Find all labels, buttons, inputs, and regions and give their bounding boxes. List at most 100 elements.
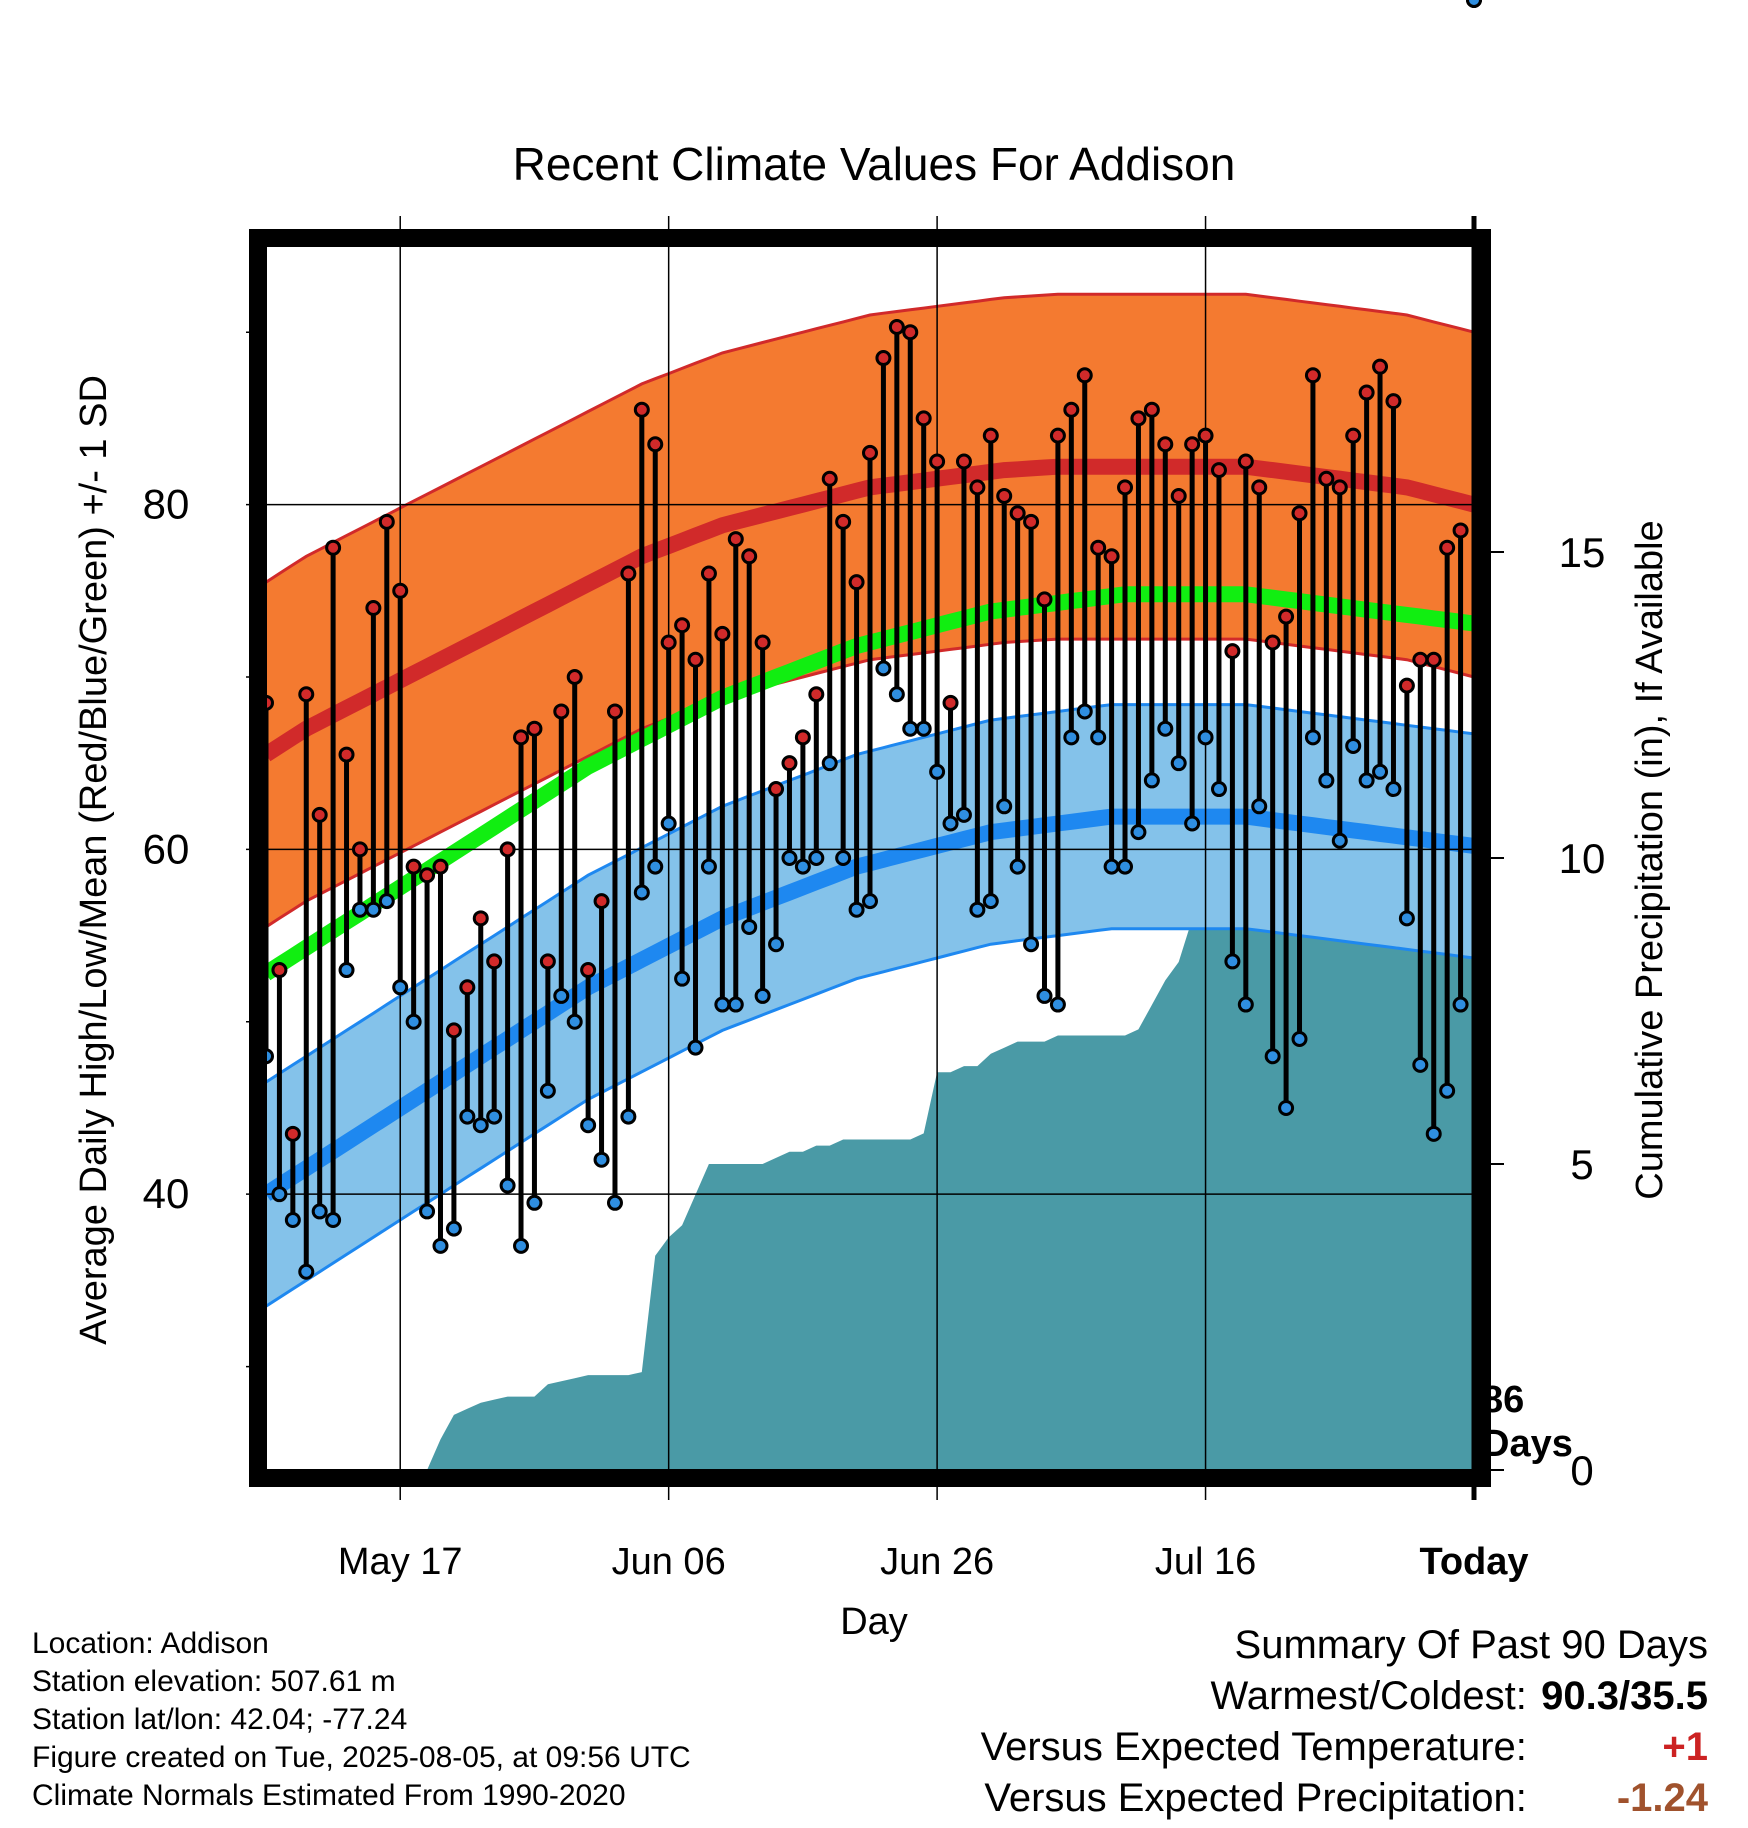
daily-high-point xyxy=(660,634,677,651)
latlon-text: Station lat/lon: 42.04; -77.24 xyxy=(32,1703,408,1736)
precip-area xyxy=(266,839,1474,1470)
daily-high-point xyxy=(1036,591,1053,608)
daily-low-point xyxy=(768,936,785,953)
daily-high-point xyxy=(982,427,999,444)
daily-high-point xyxy=(647,436,664,453)
daily-high-point xyxy=(781,755,798,772)
daily-low-point xyxy=(1304,729,1321,746)
daily-low-point xyxy=(660,815,677,832)
daily-low-point xyxy=(1103,858,1120,875)
daily-low-point xyxy=(1372,763,1389,780)
daily-low-point xyxy=(472,1117,489,1134)
daily-low-point xyxy=(674,970,691,987)
daily-high-point xyxy=(298,686,315,703)
daily-low-point xyxy=(727,996,744,1013)
daily-low-point xyxy=(445,1220,462,1237)
summary-temp-row: Versus Expected Temperature: +1 xyxy=(981,1722,1708,1773)
station-info: Location: Addison Station elevation: 507… xyxy=(32,1625,691,1815)
daily-low-point xyxy=(687,1039,704,1056)
daily-low-point xyxy=(700,858,717,875)
daily-high-point xyxy=(1063,401,1080,418)
daily-low-point xyxy=(996,798,1013,815)
temp-value: +1 xyxy=(1662,1725,1708,1769)
daily-high-point xyxy=(325,539,342,556)
daily-low-point xyxy=(1210,781,1227,798)
daily-low-point xyxy=(835,850,852,866)
daily-high-point xyxy=(1090,539,1107,556)
daily-high-point xyxy=(1345,427,1362,444)
daily-high-point xyxy=(405,858,422,875)
daily-high-point xyxy=(365,600,382,617)
daily-high-point xyxy=(862,444,878,461)
daily-low-point xyxy=(1184,815,1201,832)
y-tick-label: 60 xyxy=(143,825,190,872)
y2-axis-label: Cumulative Precipitation (in), If Availa… xyxy=(1629,520,1671,1199)
daily-high-point xyxy=(1210,462,1227,479)
daily-high-point xyxy=(915,410,932,427)
y-tick-label: 80 xyxy=(143,481,190,528)
daily-low-point xyxy=(539,1082,556,1099)
daily-low-point xyxy=(821,755,838,772)
location-text: Location: Addison xyxy=(32,1627,269,1660)
daily-low-point xyxy=(593,1151,610,1168)
daily-high-point xyxy=(593,893,610,910)
precip-label: Versus Expected Precipitation: xyxy=(984,1776,1527,1820)
daily-high-point xyxy=(902,324,919,341)
daily-low-point xyxy=(459,1108,476,1125)
daily-high-point xyxy=(1291,505,1308,522)
summary-title: Summary Of Past 90 Days xyxy=(1234,1623,1708,1667)
daily-low-point xyxy=(1264,1048,1281,1065)
daily-high-point xyxy=(1425,651,1442,668)
daily-low-point xyxy=(1251,798,1268,815)
daily-high-point xyxy=(714,625,731,642)
daily-low-point xyxy=(1318,772,1335,789)
daily-high-point xyxy=(808,686,825,703)
daily-low-point xyxy=(351,901,368,918)
daily-low-point xyxy=(338,962,355,979)
today-days-count: 86 xyxy=(1482,1379,1524,1421)
daily-low-point xyxy=(1036,987,1053,1004)
daily-low-point xyxy=(1452,996,1469,1013)
daily-low-point xyxy=(888,686,905,703)
daily-high-point xyxy=(1117,479,1134,496)
daily-high-point xyxy=(888,319,905,336)
daily-low-point xyxy=(419,1203,436,1220)
daily-high-point xyxy=(311,806,328,823)
daily-low-point xyxy=(848,901,865,918)
daily-low-point xyxy=(1076,703,1093,720)
x-tick-label: Today xyxy=(1419,1541,1528,1583)
daily-high-point xyxy=(1398,677,1415,694)
summary-warmest-row: Warmest/Coldest: 90.3/35.5 xyxy=(981,1671,1709,1722)
y2-tick-label: 0 xyxy=(1570,1447,1593,1494)
daily-high-point xyxy=(392,582,409,599)
daily-low-point xyxy=(1237,996,1254,1013)
daily-high-point xyxy=(727,531,744,548)
daily-high-point xyxy=(1318,470,1335,487)
daily-high-point xyxy=(955,453,972,470)
daily-high-point xyxy=(848,574,865,591)
x-tick-label: Jun 26 xyxy=(880,1541,994,1583)
daily-high-point xyxy=(499,841,516,858)
daily-high-point xyxy=(929,453,946,470)
daily-low-point xyxy=(794,858,811,875)
daily-high-point xyxy=(472,910,489,927)
daily-high-point xyxy=(1076,367,1093,384)
daily-high-point xyxy=(1103,548,1120,565)
daily-high-point xyxy=(741,548,758,565)
daily-high-point xyxy=(513,729,530,746)
daily-low-point xyxy=(1063,729,1080,746)
daily-high-point xyxy=(1331,479,1348,496)
y-tick-label: 40 xyxy=(143,1170,190,1217)
daily-high-point xyxy=(1412,651,1429,668)
daily-high-point xyxy=(351,841,368,858)
daily-low-point xyxy=(1130,824,1147,841)
daily-low-point xyxy=(553,987,570,1004)
y2-tick-label: 15 xyxy=(1559,529,1606,576)
daily-low-point xyxy=(606,1194,623,1211)
daily-low-point xyxy=(633,884,650,901)
daily-low-point xyxy=(378,893,395,910)
daily-high-point xyxy=(794,729,811,746)
daily-low-point xyxy=(1291,1031,1308,1048)
daily-high-point xyxy=(1023,513,1040,530)
daily-low-point xyxy=(325,1212,342,1229)
